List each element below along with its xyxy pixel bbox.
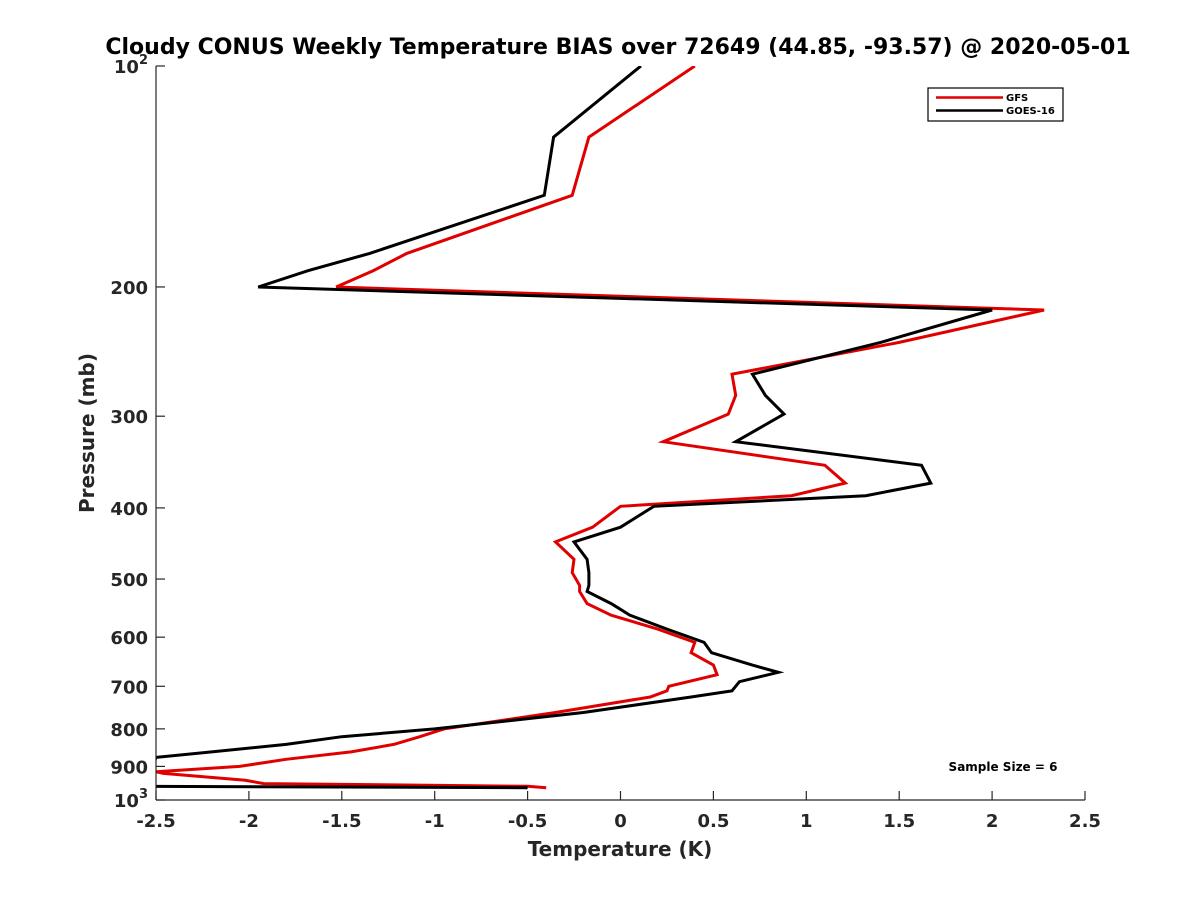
x-tick-label: 0.5: [697, 811, 729, 832]
x-axis-label: Temperature (K): [528, 837, 713, 861]
y-tick-label: 600: [110, 628, 148, 649]
x-tick-label: -2: [239, 811, 259, 832]
x-axis-ticks: -2.5 -2 -1.5 -1 -0.5 0 0.5 1 1.5 2 2.5: [136, 791, 1101, 832]
legend: GFS GOES-16: [927, 87, 1064, 122]
y-tick-label: 900: [110, 757, 148, 778]
x-tick-label: 0: [614, 811, 627, 832]
y-tick-label: 102: [114, 53, 148, 78]
legend-label-gfs: GFS: [1006, 93, 1028, 104]
y-tick-label: 103: [114, 787, 148, 812]
sample-size-annotation: Sample Size = 6: [949, 760, 1058, 774]
plot-area: [156, 66, 1085, 800]
y-axis-ticks: 102 200 300 400 500 600 700 800 900 103: [110, 53, 165, 812]
legend-box: [927, 87, 1064, 122]
x-tick-label: 1: [800, 811, 813, 832]
y-tick-label: 800: [110, 720, 148, 741]
y-tick-label: 700: [110, 677, 148, 698]
x-tick-label: -1: [425, 811, 445, 832]
x-tick-label: 2: [986, 811, 999, 832]
x-tick-label: -0.5: [508, 811, 547, 832]
y-axis-label: Pressure (mb): [75, 353, 99, 513]
legend-label-goes16: GOES-16: [1006, 106, 1055, 117]
x-tick-label: -2.5: [136, 811, 175, 832]
series-layer: [156, 66, 1045, 790]
chart-title: Cloudy CONUS Weekly Temperature BIAS ove…: [105, 35, 1130, 60]
x-tick-label: -1.5: [322, 811, 361, 832]
y-tick-label: 500: [110, 570, 148, 591]
x-tick-label: 2.5: [1069, 811, 1101, 832]
x-tick-label: 1.5: [883, 811, 915, 832]
y-tick-label: 200: [110, 278, 148, 299]
series-line-goes16: [156, 66, 993, 790]
y-tick-label: 400: [110, 499, 148, 520]
y-tick-label: 300: [110, 407, 148, 428]
